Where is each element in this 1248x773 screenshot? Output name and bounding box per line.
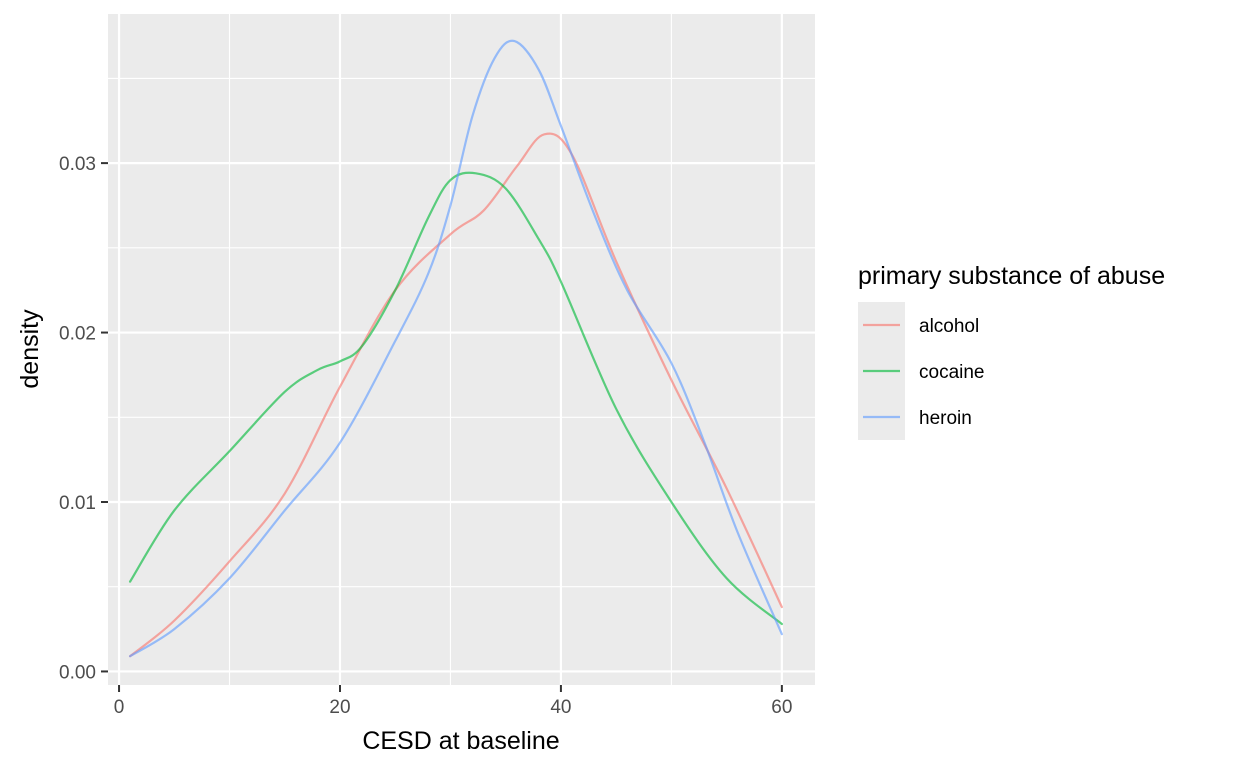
x-axis-title: CESD at baseline: [362, 727, 559, 755]
x-tick-label: 40: [550, 697, 571, 718]
series-lines: [128, 39, 783, 658]
legend-items: alcohol cocaine heroin: [858, 302, 985, 440]
series-line-heroin: [128, 39, 783, 658]
y-tick-label: 0.01: [59, 493, 96, 514]
legend-label-alcohol: alcohol: [919, 316, 979, 337]
series-line-cocaine: [128, 171, 783, 626]
legend-label-heroin: heroin: [919, 408, 972, 429]
x-tick-label: 60: [771, 697, 792, 718]
gridlines: [108, 14, 815, 685]
axes: 0 20 40 60 0.00 0.01 0.02 0.03: [59, 154, 792, 718]
legend-label-cocaine: cocaine: [919, 362, 985, 383]
legend: primary substance of abuse alcohol cocain…: [858, 262, 1165, 440]
y-tick-label: 0.02: [59, 324, 96, 345]
y-axis-title: density: [16, 309, 44, 389]
x-tick-label: 0: [114, 697, 125, 718]
y-tick-label: 0.03: [59, 154, 96, 175]
x-tick-label: 20: [329, 697, 350, 718]
plot-panel: [108, 14, 815, 685]
series-line-alcohol: [128, 132, 783, 658]
legend-title: primary substance of abuse: [858, 262, 1165, 290]
y-tick-label: 0.00: [59, 662, 96, 683]
